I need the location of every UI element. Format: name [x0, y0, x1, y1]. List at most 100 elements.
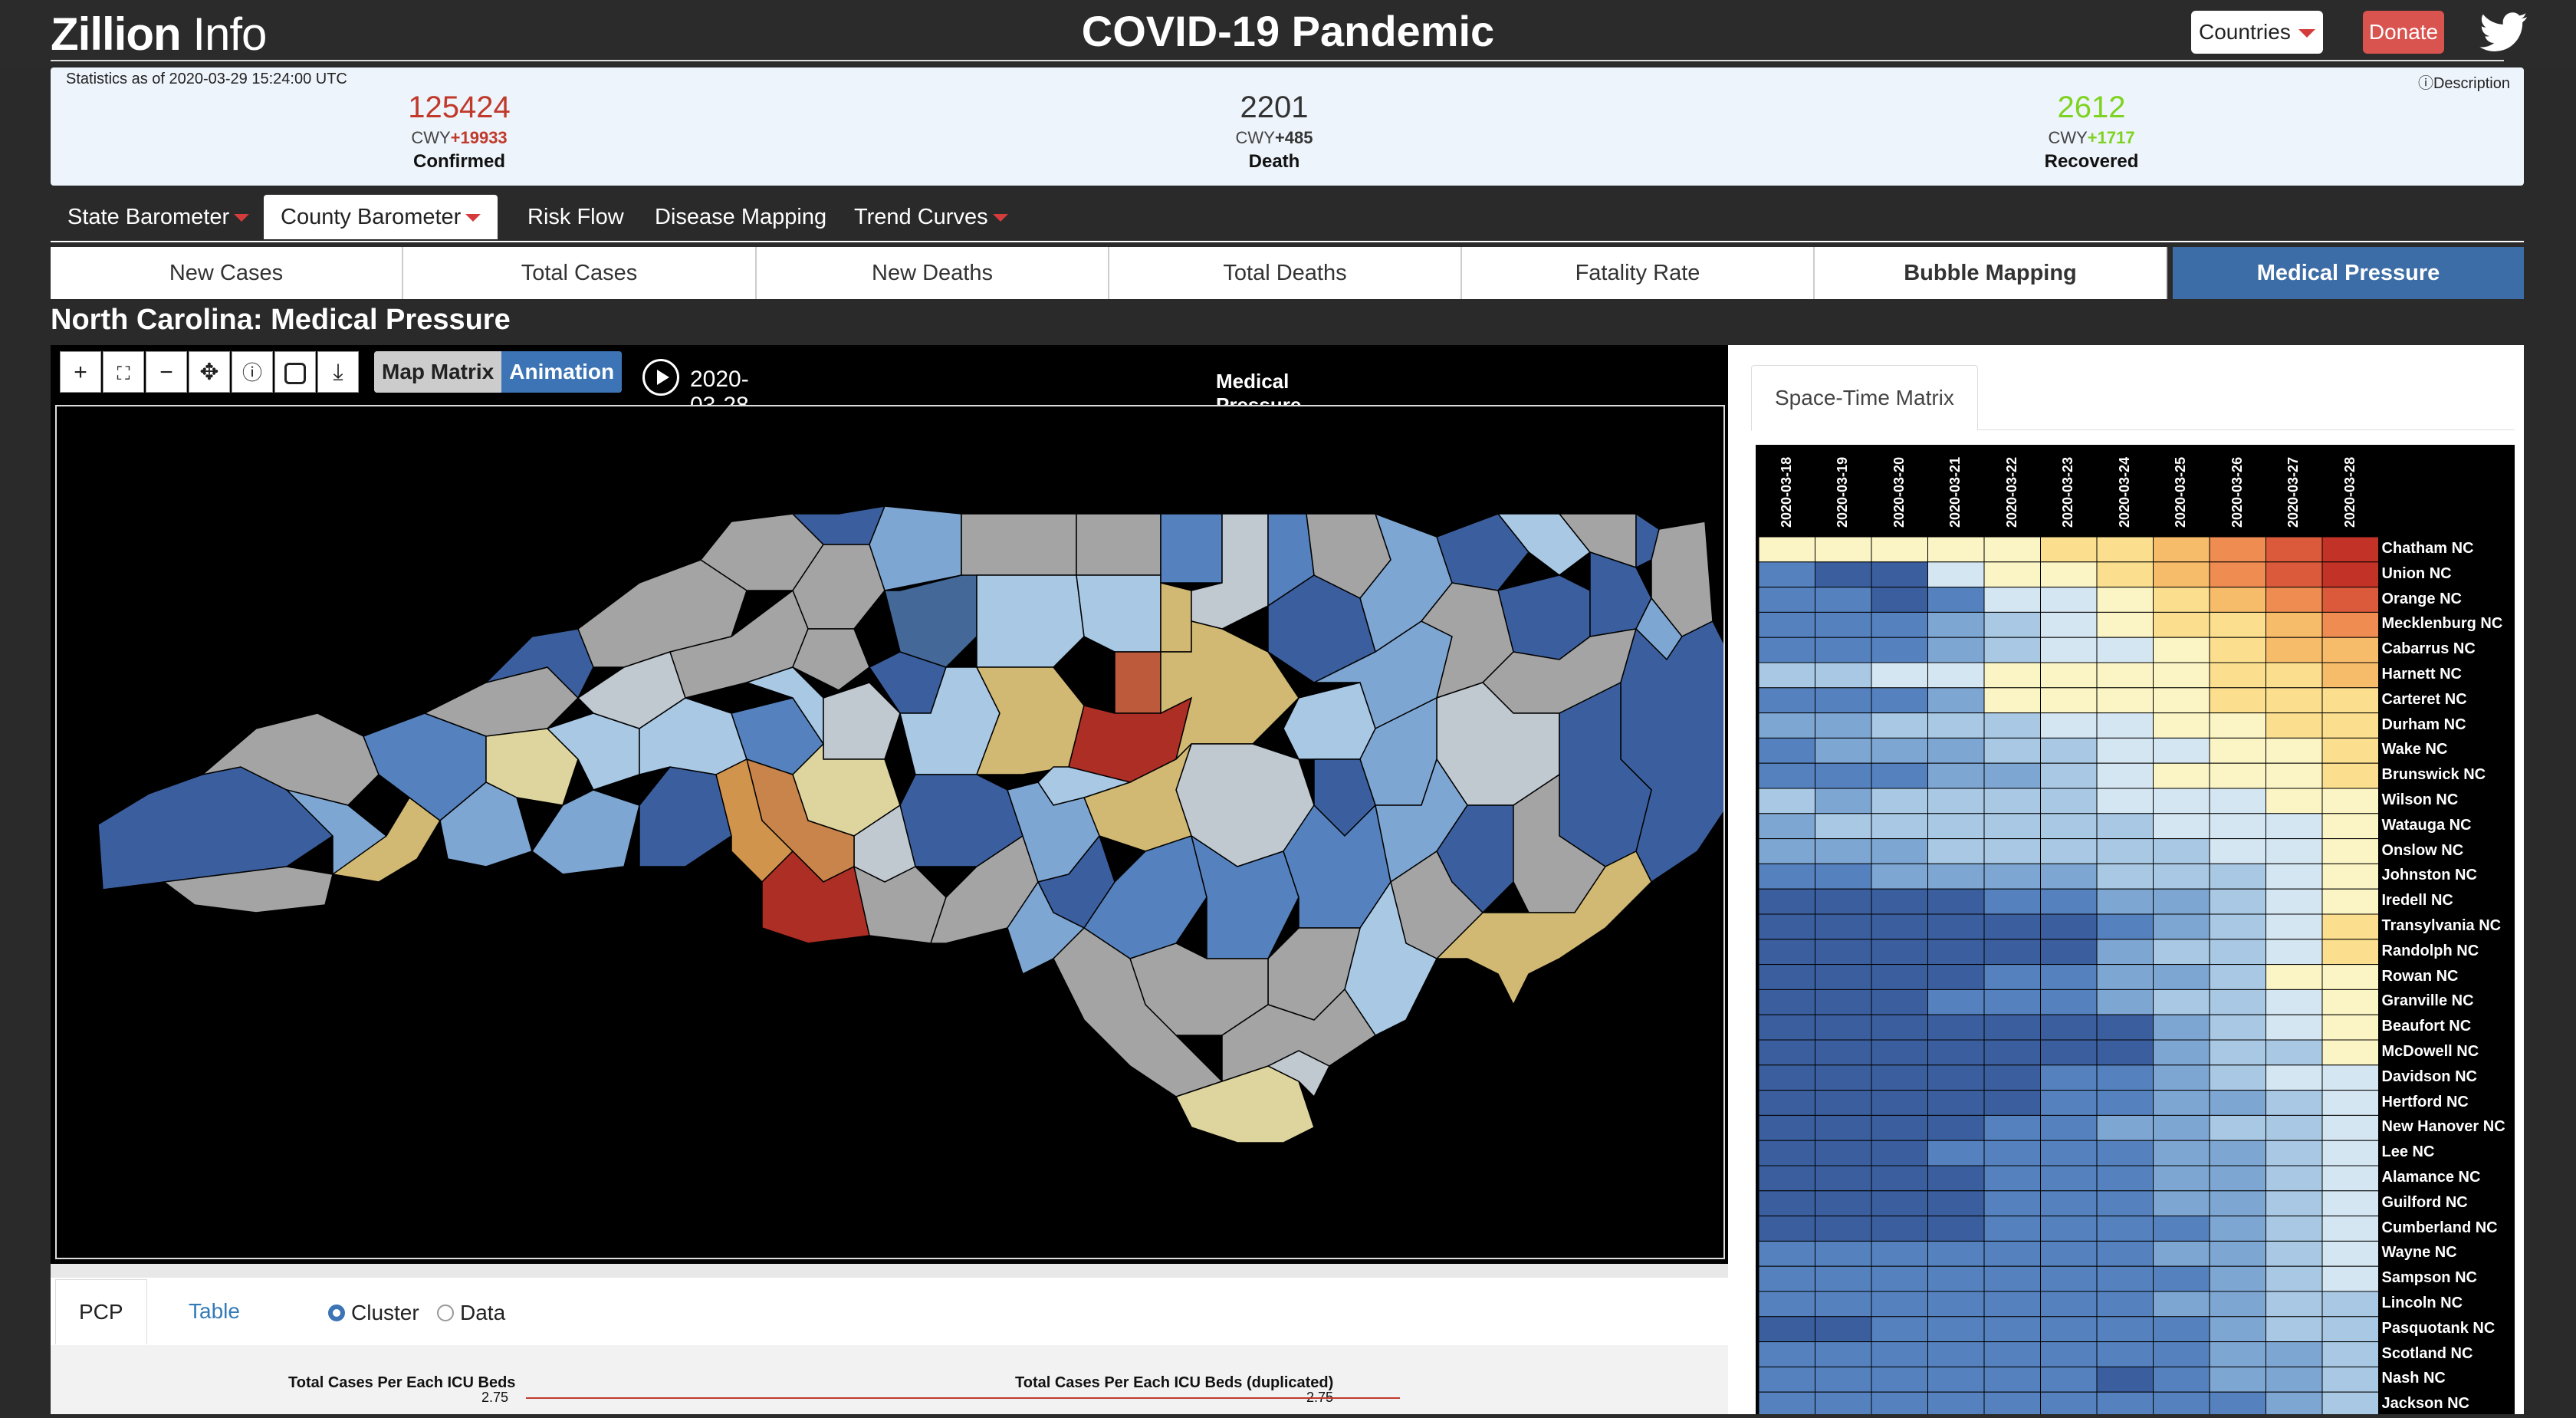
matrix-cell[interactable]: [1758, 1014, 1815, 1041]
matrix-cell[interactable]: [1871, 737, 1928, 764]
matrix-cell[interactable]: [2153, 964, 2210, 990]
matrix-cell[interactable]: [1927, 587, 1985, 613]
matrix-cell[interactable]: [1758, 1240, 1815, 1267]
matrix-cell[interactable]: [2209, 1391, 2266, 1418]
matrix-cell[interactable]: [1983, 687, 2041, 714]
matrix-cell[interactable]: [2096, 737, 2154, 764]
tab-pcp[interactable]: PCP: [55, 1279, 147, 1344]
matrix-cell[interactable]: [2153, 561, 2210, 588]
matrix-cell[interactable]: [2040, 788, 2098, 814]
county-region[interactable]: [163, 866, 334, 913]
tab-medical-pressure[interactable]: Medical Pressure: [2173, 247, 2524, 299]
matrix-cell[interactable]: [2040, 1090, 2098, 1116]
matrix-cell[interactable]: [1983, 587, 2041, 613]
county-region[interactable]: [1160, 582, 1192, 653]
matrix-cell[interactable]: [1758, 964, 1815, 990]
matrix-cell[interactable]: [2209, 1216, 2266, 1242]
matrix-cell[interactable]: [1758, 587, 1815, 613]
matrix-cell[interactable]: [2096, 687, 2154, 714]
matrix-cell[interactable]: [1815, 838, 1872, 864]
matrix-cell[interactable]: [1871, 1265, 1928, 1292]
matrix-cell[interactable]: [2153, 1316, 2210, 1343]
matrix-cell[interactable]: [2096, 1391, 2154, 1418]
matrix-cell[interactable]: [1758, 788, 1815, 814]
matrix-cell[interactable]: [2321, 662, 2379, 689]
county-region[interactable]: [869, 505, 962, 591]
matrix-cell[interactable]: [1815, 1165, 1872, 1192]
matrix-cell[interactable]: [1983, 1114, 2041, 1141]
matrix-cell[interactable]: [1983, 888, 2041, 915]
matrix-cell[interactable]: [2266, 863, 2323, 890]
matrix-cell[interactable]: [1871, 662, 1928, 689]
matrix-cell[interactable]: [2209, 989, 2266, 1015]
matrix-cell[interactable]: [1927, 813, 1985, 840]
matrix-cell[interactable]: [2209, 1291, 2266, 1318]
matrix-cell[interactable]: [1927, 1064, 1985, 1091]
matrix-cell[interactable]: [1758, 913, 1815, 940]
matrix-cell[interactable]: [2153, 863, 2210, 890]
matrix-cell[interactable]: [1815, 1039, 1872, 1066]
matrix-cell[interactable]: [1815, 1391, 1872, 1418]
matrix-cell[interactable]: [2040, 1190, 2098, 1217]
matrix-cell[interactable]: [1758, 1114, 1815, 1141]
matrix-cell[interactable]: [2153, 762, 2210, 789]
tab-total-cases[interactable]: Total Cases: [403, 247, 757, 299]
matrix-cell[interactable]: [2096, 964, 2154, 990]
matrix-cell[interactable]: [2096, 888, 2154, 915]
matrix-cell[interactable]: [1871, 762, 1928, 789]
county-region[interactable]: [1221, 988, 1377, 1083]
matrix-cell[interactable]: [1815, 662, 1872, 689]
matrix-cell[interactable]: [1927, 662, 1985, 689]
matrix-cell[interactable]: [2321, 1240, 2379, 1267]
matrix-cell[interactable]: [2040, 712, 2098, 739]
county-region[interactable]: [1435, 850, 1652, 1006]
matrix-cell[interactable]: [1927, 913, 1985, 940]
matrix-cell[interactable]: [2266, 989, 2323, 1015]
matrix-cell[interactable]: [1927, 788, 1985, 814]
matrix-cell[interactable]: [2321, 536, 2379, 563]
matrix-cell[interactable]: [1758, 1216, 1815, 1242]
matrix-cell[interactable]: [2153, 1064, 2210, 1091]
matrix-cell[interactable]: [2040, 964, 2098, 990]
matrix-cell[interactable]: [2321, 1114, 2379, 1141]
county-region[interactable]: [1114, 651, 1162, 714]
matrix-cell[interactable]: [1927, 1114, 1985, 1141]
matrix-cell[interactable]: [1927, 1090, 1985, 1116]
matrix-cell[interactable]: [2040, 662, 2098, 689]
matrix-cell[interactable]: [1758, 1064, 1815, 1091]
tab-fatality-rate[interactable]: Fatality Rate: [1462, 247, 1815, 299]
matrix-cell[interactable]: [1871, 561, 1928, 588]
matrix-cell[interactable]: [1983, 1216, 2041, 1242]
matrix-cell[interactable]: [2209, 1190, 2266, 1217]
matrix-cell[interactable]: [2209, 1366, 2266, 1393]
matrix-cell[interactable]: [1871, 687, 1928, 714]
matrix-cell[interactable]: [2153, 1265, 2210, 1292]
matrix-cell[interactable]: [2266, 1014, 2323, 1041]
matrix-cell[interactable]: [1815, 1090, 1872, 1116]
play-icon[interactable]: [642, 359, 679, 396]
matrix-cell[interactable]: [1983, 939, 2041, 966]
matrix-cell[interactable]: [2266, 536, 2323, 563]
matrix-cell[interactable]: [1871, 1291, 1928, 1318]
matrix-cell[interactable]: [2321, 737, 2379, 764]
matrix-cell[interactable]: [2321, 1190, 2379, 1217]
matrix-cell[interactable]: [2209, 788, 2266, 814]
matrix-cell[interactable]: [1871, 788, 1928, 814]
matrix-cell[interactable]: [2096, 662, 2154, 689]
matrix-cell[interactable]: [1758, 939, 1815, 966]
matrix-cell[interactable]: [2321, 1341, 2379, 1367]
matrix-cell[interactable]: [2096, 1190, 2154, 1217]
matrix-cell[interactable]: [1758, 1391, 1815, 1418]
matrix-cell[interactable]: [1983, 737, 2041, 764]
matrix-cell[interactable]: [2209, 1114, 2266, 1141]
matrix-cell[interactable]: [2040, 1039, 2098, 1066]
matrix-cell[interactable]: [2153, 989, 2210, 1015]
matrix-cell[interactable]: [2266, 1316, 2323, 1343]
map-canvas[interactable]: [55, 405, 1737, 1259]
matrix-cell[interactable]: [1815, 1216, 1872, 1242]
matrix-cell[interactable]: [2096, 1216, 2154, 1242]
matrix-cell[interactable]: [1927, 1391, 1985, 1418]
matrix-cell[interactable]: [2209, 712, 2266, 739]
matrix-cell[interactable]: [2153, 611, 2210, 638]
matrix-cell[interactable]: [1871, 1064, 1928, 1091]
